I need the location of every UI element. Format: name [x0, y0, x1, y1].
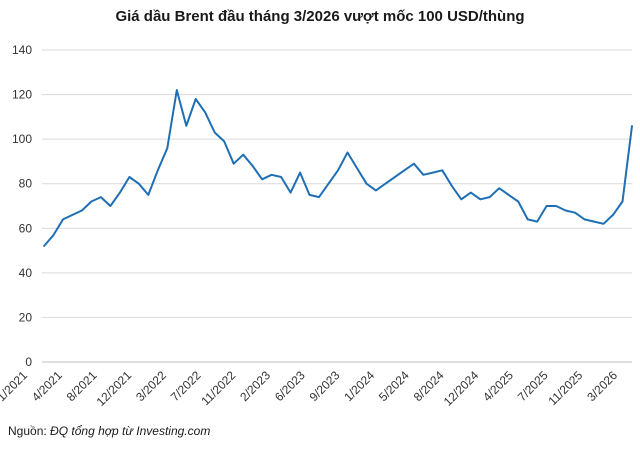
- y-tick-label: 100: [12, 132, 32, 146]
- chart-title: Giá dầu Brent đầu tháng 3/2026 vượt mốc …: [115, 8, 525, 25]
- data-point: [62, 218, 64, 221]
- data-point: [621, 200, 624, 203]
- data-point: [488, 196, 491, 198]
- data-point: [545, 205, 548, 207]
- data-point: [318, 196, 320, 198]
- y-axis-ticks: 0 20 40 60 80 100 120 140: [12, 43, 32, 369]
- x-tick-label: 3/2026: [584, 368, 620, 404]
- data-point: [204, 111, 206, 114]
- data-point: [119, 191, 121, 194]
- y-tick-label: 40: [19, 266, 33, 280]
- data-point: [270, 174, 273, 176]
- data-point: [81, 209, 83, 212]
- x-axis-ticks: 1/20214/20218/202112/20213/20227/202211/…: [0, 368, 620, 409]
- x-tick-label: 2/2023: [237, 368, 273, 404]
- x-tick-label: 6/2023: [272, 368, 308, 404]
- x-tick-label: 9/2023: [307, 368, 343, 404]
- data-point: [536, 220, 538, 223]
- y-tick-label: 140: [12, 43, 32, 57]
- data-point: [194, 98, 197, 100]
- x-tick-label: 5/2024: [376, 368, 412, 404]
- data-point: [52, 234, 55, 236]
- data-point: [223, 140, 225, 143]
- data-point: [564, 209, 567, 212]
- data-point: [555, 205, 557, 207]
- y-tick-label: 20: [19, 310, 33, 324]
- data-point: [308, 194, 311, 196]
- data-point: [432, 171, 434, 174]
- data-point: [185, 125, 188, 127]
- data-point: [346, 151, 349, 154]
- series-line-brent: [43, 89, 633, 247]
- data-point: [479, 198, 482, 201]
- data-point: [166, 147, 169, 149]
- data-point: [413, 162, 415, 165]
- data-point: [384, 182, 387, 185]
- data-point: [356, 167, 358, 169]
- data-point: [232, 162, 235, 165]
- y-tick-label: 120: [12, 88, 32, 102]
- data-point: [289, 191, 292, 194]
- data-point: [327, 182, 330, 185]
- data-point: [451, 185, 453, 187]
- source-text: ĐQ tổng hợp từ Investing.com: [50, 424, 211, 438]
- data-point: [251, 165, 254, 167]
- data-point: [441, 169, 444, 172]
- data-point: [526, 218, 529, 221]
- data-point: [422, 174, 425, 176]
- x-tick-label: 12/2021: [94, 368, 135, 409]
- data-point: [109, 205, 112, 207]
- data-point: [147, 194, 150, 196]
- data-point: [574, 211, 576, 214]
- data-point: [517, 200, 519, 203]
- data-point: [602, 223, 605, 225]
- x-tick-label: 3/2022: [133, 368, 169, 404]
- data-point: [299, 171, 301, 174]
- x-tick-label: 1/2024: [341, 368, 377, 404]
- data-point: [403, 169, 406, 172]
- data-point: [365, 182, 368, 185]
- x-tick-label: 12/2024: [441, 368, 482, 409]
- x-tick-label: 11/2022: [198, 368, 238, 408]
- data-point: [242, 153, 244, 156]
- data-point: [337, 169, 339, 172]
- series-group: [43, 89, 633, 247]
- data-point: [507, 194, 510, 196]
- data-point: [631, 125, 633, 127]
- source-label: Nguồn:: [8, 424, 47, 438]
- data-point: [394, 176, 396, 178]
- grid-lines: [42, 49, 632, 318]
- data-point: [157, 169, 159, 172]
- data-point: [612, 214, 614, 216]
- data-point: [470, 191, 472, 194]
- source-note: Nguồn: ĐQ tổng hợp từ Investing.com: [8, 424, 210, 438]
- data-point: [593, 220, 595, 223]
- data-point: [280, 176, 282, 178]
- data-point: [43, 245, 45, 247]
- data-point: [261, 178, 263, 181]
- x-tick-label: 4/2021: [29, 368, 65, 404]
- data-point: [71, 214, 74, 216]
- data-point: [100, 196, 102, 198]
- data-point: [138, 182, 140, 185]
- y-tick-label: 60: [19, 221, 33, 235]
- y-tick-label: 80: [19, 177, 33, 191]
- x-tick-label: 11/2025: [545, 368, 585, 408]
- data-point: [375, 189, 377, 192]
- data-point: [176, 89, 178, 91]
- data-point: [460, 198, 463, 201]
- x-tick-label: 1/2021: [0, 368, 30, 404]
- data-point: [213, 131, 216, 134]
- data-point: [498, 187, 501, 189]
- data-point: [128, 176, 131, 178]
- data-point: [583, 218, 586, 221]
- x-tick-label: 4/2025: [480, 368, 516, 404]
- data-point: [90, 200, 93, 203]
- y-tick-label: 0: [25, 355, 32, 369]
